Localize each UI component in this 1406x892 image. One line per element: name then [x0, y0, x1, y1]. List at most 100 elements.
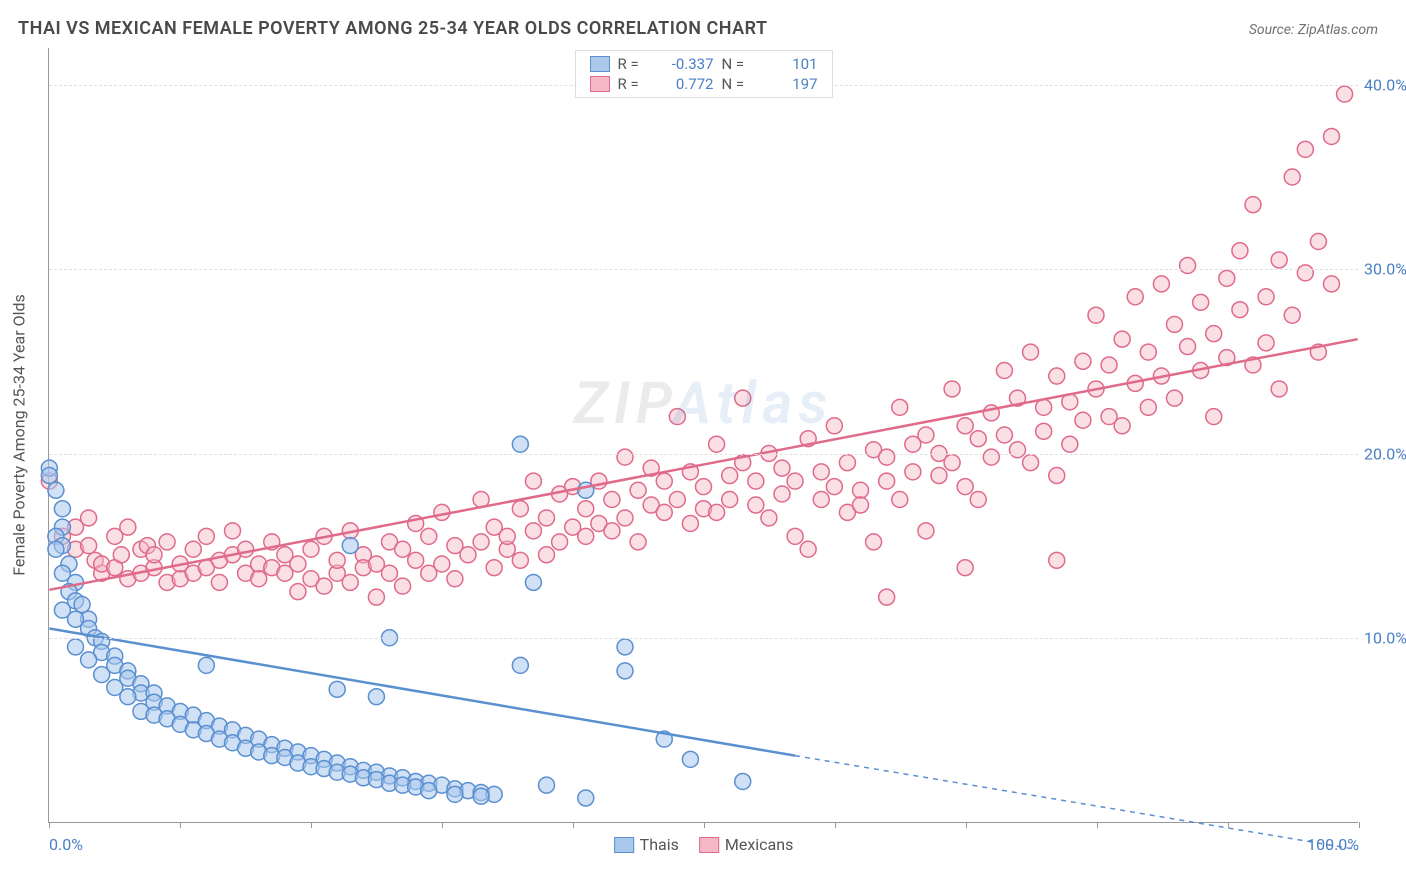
x-tick-label: 0.0%: [49, 835, 83, 854]
swatch-icon: [590, 56, 610, 72]
gridline: [49, 638, 1358, 639]
scatter-point-mexicans: [787, 473, 803, 489]
x-tick: [442, 822, 443, 828]
scatter-point-mexicans: [853, 482, 869, 498]
scatter-point-mexicans: [225, 523, 241, 539]
scatter-point-thais: [578, 482, 594, 498]
scatter-point-mexicans: [81, 538, 97, 554]
scatter-point-mexicans: [1036, 399, 1052, 415]
scatter-point-mexicans: [774, 460, 790, 476]
x-tick-label: 100.0%: [1307, 835, 1359, 854]
x-tick: [704, 822, 705, 828]
scatter-point-mexicans: [1337, 86, 1353, 102]
scatter-point-mexicans: [709, 504, 725, 520]
scatter-point-mexicans: [996, 427, 1012, 443]
scatter-point-mexicans: [525, 523, 541, 539]
scatter-point-mexicans: [512, 552, 528, 568]
scatter-point-mexicans: [1232, 302, 1248, 318]
y-tick-label: 20.0%: [1364, 444, 1406, 463]
scatter-point-mexicans: [957, 479, 973, 495]
scatter-point-mexicans: [918, 427, 934, 443]
scatter-point-mexicans: [290, 584, 306, 600]
x-tick: [1359, 822, 1360, 828]
scatter-point-mexicans: [1114, 418, 1130, 434]
scatter-point-thais: [94, 667, 110, 683]
scatter-point-mexicans: [251, 571, 267, 587]
scatter-point-mexicans: [1167, 390, 1183, 406]
swatch-icon: [590, 76, 610, 92]
n-value: 101: [760, 55, 818, 73]
scatter-point-mexicans: [1075, 353, 1091, 369]
scatter-point-mexicans: [748, 473, 764, 489]
scatter-point-thais: [120, 689, 136, 705]
scatter-point-mexicans: [1167, 316, 1183, 332]
scatter-point-mexicans: [892, 492, 908, 508]
chart-title: THAI VS MEXICAN FEMALE POVERTY AMONG 25-…: [18, 18, 768, 39]
scatter-point-mexicans: [813, 492, 829, 508]
scatter-point-mexicans: [1206, 326, 1222, 342]
x-tick: [966, 822, 967, 828]
scatter-point-mexicans: [722, 492, 738, 508]
trend-line-mexicans: [49, 339, 1357, 590]
scatter-point-mexicans: [1101, 357, 1117, 373]
scatter-point-mexicans: [722, 468, 738, 484]
scatter-point-mexicans: [382, 565, 398, 581]
scatter-point-mexicans: [1088, 307, 1104, 323]
scatter-point-mexicans: [1114, 331, 1130, 347]
scatter-point-mexicans: [512, 501, 528, 517]
scatter-point-mexicans: [604, 492, 620, 508]
scatter-point-mexicans: [944, 381, 960, 397]
scatter-point-mexicans: [539, 510, 555, 526]
scatter-point-mexicans: [1219, 270, 1235, 286]
scatter-point-thais: [48, 541, 64, 557]
scatter-point-thais: [68, 639, 84, 655]
scatter-point-mexicans: [1323, 276, 1339, 292]
scatter-point-mexicans: [630, 482, 646, 498]
scatter-point-mexicans: [604, 523, 620, 539]
scatter-point-mexicans: [709, 436, 725, 452]
r-value: 0.772: [656, 75, 714, 93]
scatter-point-mexicans: [656, 504, 672, 520]
scatter-point-mexicans: [1297, 141, 1313, 157]
scatter-point-thais: [342, 538, 358, 554]
scatter-point-mexicans: [1023, 455, 1039, 471]
scatter-point-mexicans: [944, 455, 960, 471]
scatter-point-mexicans: [1245, 197, 1261, 213]
scatter-point-thais: [617, 639, 633, 655]
scatter-point-thais: [368, 689, 384, 705]
x-tick: [1097, 822, 1098, 828]
scatter-point-mexicans: [211, 574, 227, 590]
scatter-point-mexicans: [1049, 468, 1065, 484]
scatter-point-mexicans: [434, 556, 450, 572]
scatter-point-mexicans: [198, 528, 214, 544]
scatter-point-mexicans: [238, 541, 254, 557]
x-tick: [49, 822, 50, 828]
scatter-point-mexicans: [1193, 294, 1209, 310]
scatter-point-mexicans: [368, 589, 384, 605]
scatter-point-thais: [525, 574, 541, 590]
y-tick-label: 30.0%: [1364, 260, 1406, 279]
scatter-point-mexicans: [774, 486, 790, 502]
scatter-point-mexicans: [578, 501, 594, 517]
scatter-point-mexicans: [761, 510, 777, 526]
scatter-point-thais: [198, 657, 214, 673]
scatter-point-mexicans: [682, 515, 698, 531]
scatter-point-mexicans: [1140, 399, 1156, 415]
scatter-point-mexicans: [879, 473, 895, 489]
gridline: [49, 454, 1358, 455]
scatter-point-mexicans: [113, 547, 129, 563]
scatter-point-mexicans: [1258, 289, 1274, 305]
legend-correlation-box: R = -0.337 N = 101 R = 0.772 N = 197: [575, 50, 833, 98]
n-label: N =: [722, 55, 752, 73]
scatter-point-mexicans: [918, 523, 934, 539]
scatter-point-mexicans: [408, 552, 424, 568]
scatter-point-thais: [329, 681, 345, 697]
scatter-point-mexicans: [826, 479, 842, 495]
scatter-point-mexicans: [499, 528, 515, 544]
scatter-point-mexicans: [159, 534, 175, 550]
scatter-point-mexicans: [1153, 276, 1169, 292]
scatter-point-mexicans: [342, 574, 358, 590]
scatter-point-thais: [74, 597, 90, 613]
scatter-point-mexicans: [1206, 409, 1222, 425]
scatter-point-mexicans: [303, 541, 319, 557]
